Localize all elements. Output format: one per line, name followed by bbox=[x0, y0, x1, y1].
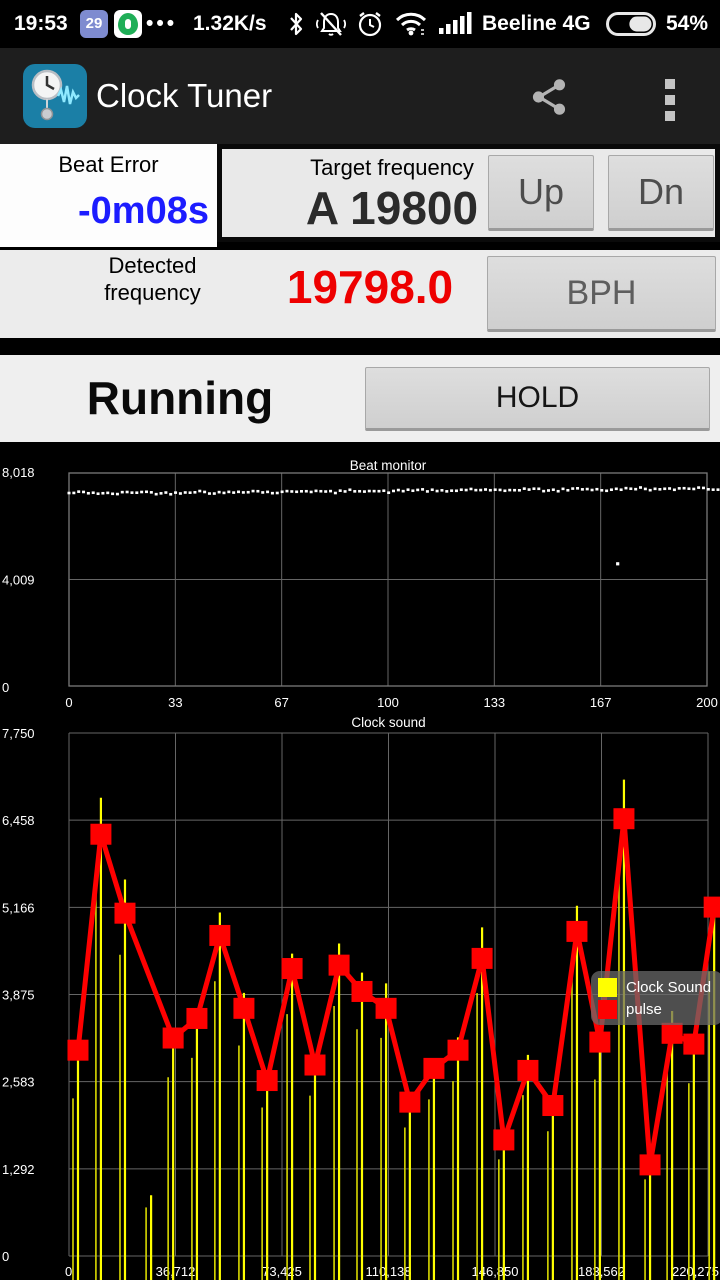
pulse-swatch bbox=[598, 999, 617, 1019]
network-speed: 1.32K/s bbox=[193, 12, 267, 35]
svg-text:67: 67 bbox=[274, 695, 288, 710]
bluetooth-icon bbox=[290, 12, 303, 36]
detected-frequency-value: 19798.0 bbox=[286, 261, 454, 313]
carrier-label: Beeline 4G bbox=[482, 12, 591, 35]
target-frequency-value: A 19800 bbox=[305, 182, 479, 234]
svg-text:110,138: 110,138 bbox=[365, 1264, 411, 1279]
alarm-clock-icon bbox=[358, 12, 382, 37]
messenger-notification-icon bbox=[114, 10, 142, 38]
beat-error-label: Beat Error bbox=[58, 152, 159, 177]
svg-text:146,850: 146,850 bbox=[472, 1264, 519, 1279]
legend-item-pulse: pulse bbox=[598, 998, 711, 1020]
beat-monitor-title: Beat monitor bbox=[349, 458, 427, 473]
battery-icon bbox=[606, 12, 656, 36]
chart-legend: Clock Sound pulse bbox=[591, 971, 720, 1025]
more-notifications-icon: ••• bbox=[146, 12, 178, 35]
svg-text:6,458: 6,458 bbox=[2, 813, 35, 828]
clock-time: 19:53 bbox=[14, 12, 68, 35]
overflow-menu-icon[interactable] bbox=[650, 73, 690, 121]
clock-sound-swatch bbox=[598, 977, 617, 997]
svg-text:8,018: 8,018 bbox=[2, 465, 35, 480]
svg-text:0: 0 bbox=[2, 680, 9, 695]
clock-sound-chart: 7,75006,45836,7125,16673,4253,875110,138… bbox=[2, 726, 720, 1280]
clock-sound-title: Clock sound bbox=[351, 715, 426, 730]
app-icon bbox=[23, 64, 87, 128]
dn-button[interactable]: Dn bbox=[608, 155, 714, 231]
mute-bell-icon bbox=[316, 12, 346, 36]
svg-text:133: 133 bbox=[483, 695, 505, 710]
status-bar: 19:53 29 ••• 1.32K/s Beeline 4G 54% bbox=[0, 0, 720, 48]
signal-bars-icon bbox=[439, 12, 472, 34]
target-frequency-panel: Target frequency A 19800 Up Dn bbox=[217, 144, 720, 242]
detected-frequency-label: Detected frequency bbox=[104, 253, 201, 305]
app-bar: Clock Tuner bbox=[0, 48, 720, 144]
target-frequency-label: Target frequency bbox=[310, 155, 474, 180]
wifi-icon bbox=[395, 12, 427, 36]
svg-text:5,166: 5,166 bbox=[2, 900, 35, 915]
run-status-row: Running HOLD bbox=[0, 355, 720, 442]
svg-text:0: 0 bbox=[65, 695, 72, 710]
svg-text:0: 0 bbox=[65, 1264, 72, 1279]
svg-text:183,562: 183,562 bbox=[578, 1264, 625, 1279]
app-title: Clock Tuner bbox=[96, 77, 273, 114]
beat-error-value: -0m08s bbox=[78, 190, 209, 232]
svg-text:100: 100 bbox=[377, 695, 399, 710]
svg-text:33: 33 bbox=[168, 695, 182, 710]
hold-button[interactable]: HOLD bbox=[365, 367, 710, 431]
svg-text:3,875: 3,875 bbox=[2, 988, 35, 1003]
share-icon[interactable] bbox=[531, 78, 569, 116]
notification-badge: 29 bbox=[80, 10, 108, 38]
legend-item-clock-sound: Clock Sound bbox=[598, 976, 711, 998]
svg-text:220,275: 220,275 bbox=[672, 1264, 719, 1279]
run-status-label: Running bbox=[86, 372, 274, 424]
bph-button[interactable]: BPH bbox=[487, 256, 716, 332]
svg-text:167: 167 bbox=[590, 695, 612, 710]
svg-text:0: 0 bbox=[2, 1249, 9, 1264]
svg-text:36,712: 36,712 bbox=[156, 1264, 196, 1279]
beat-monitor-chart: 8,018 4,009 0 0 33 67 100 133 167 200 bbox=[2, 465, 720, 710]
svg-text:4,009: 4,009 bbox=[2, 573, 35, 588]
battery-percent: 54% bbox=[666, 12, 709, 35]
detected-frequency-panel: Detected frequency 19798.0 BPH bbox=[0, 250, 720, 338]
svg-text:1,292: 1,292 bbox=[2, 1162, 35, 1177]
svg-text:2,583: 2,583 bbox=[2, 1075, 35, 1090]
up-button[interactable]: Up bbox=[488, 155, 594, 231]
svg-text:200: 200 bbox=[696, 695, 718, 710]
beat-error-panel: Beat Error -0m08s bbox=[0, 144, 217, 247]
svg-text:7,750: 7,750 bbox=[2, 726, 35, 741]
